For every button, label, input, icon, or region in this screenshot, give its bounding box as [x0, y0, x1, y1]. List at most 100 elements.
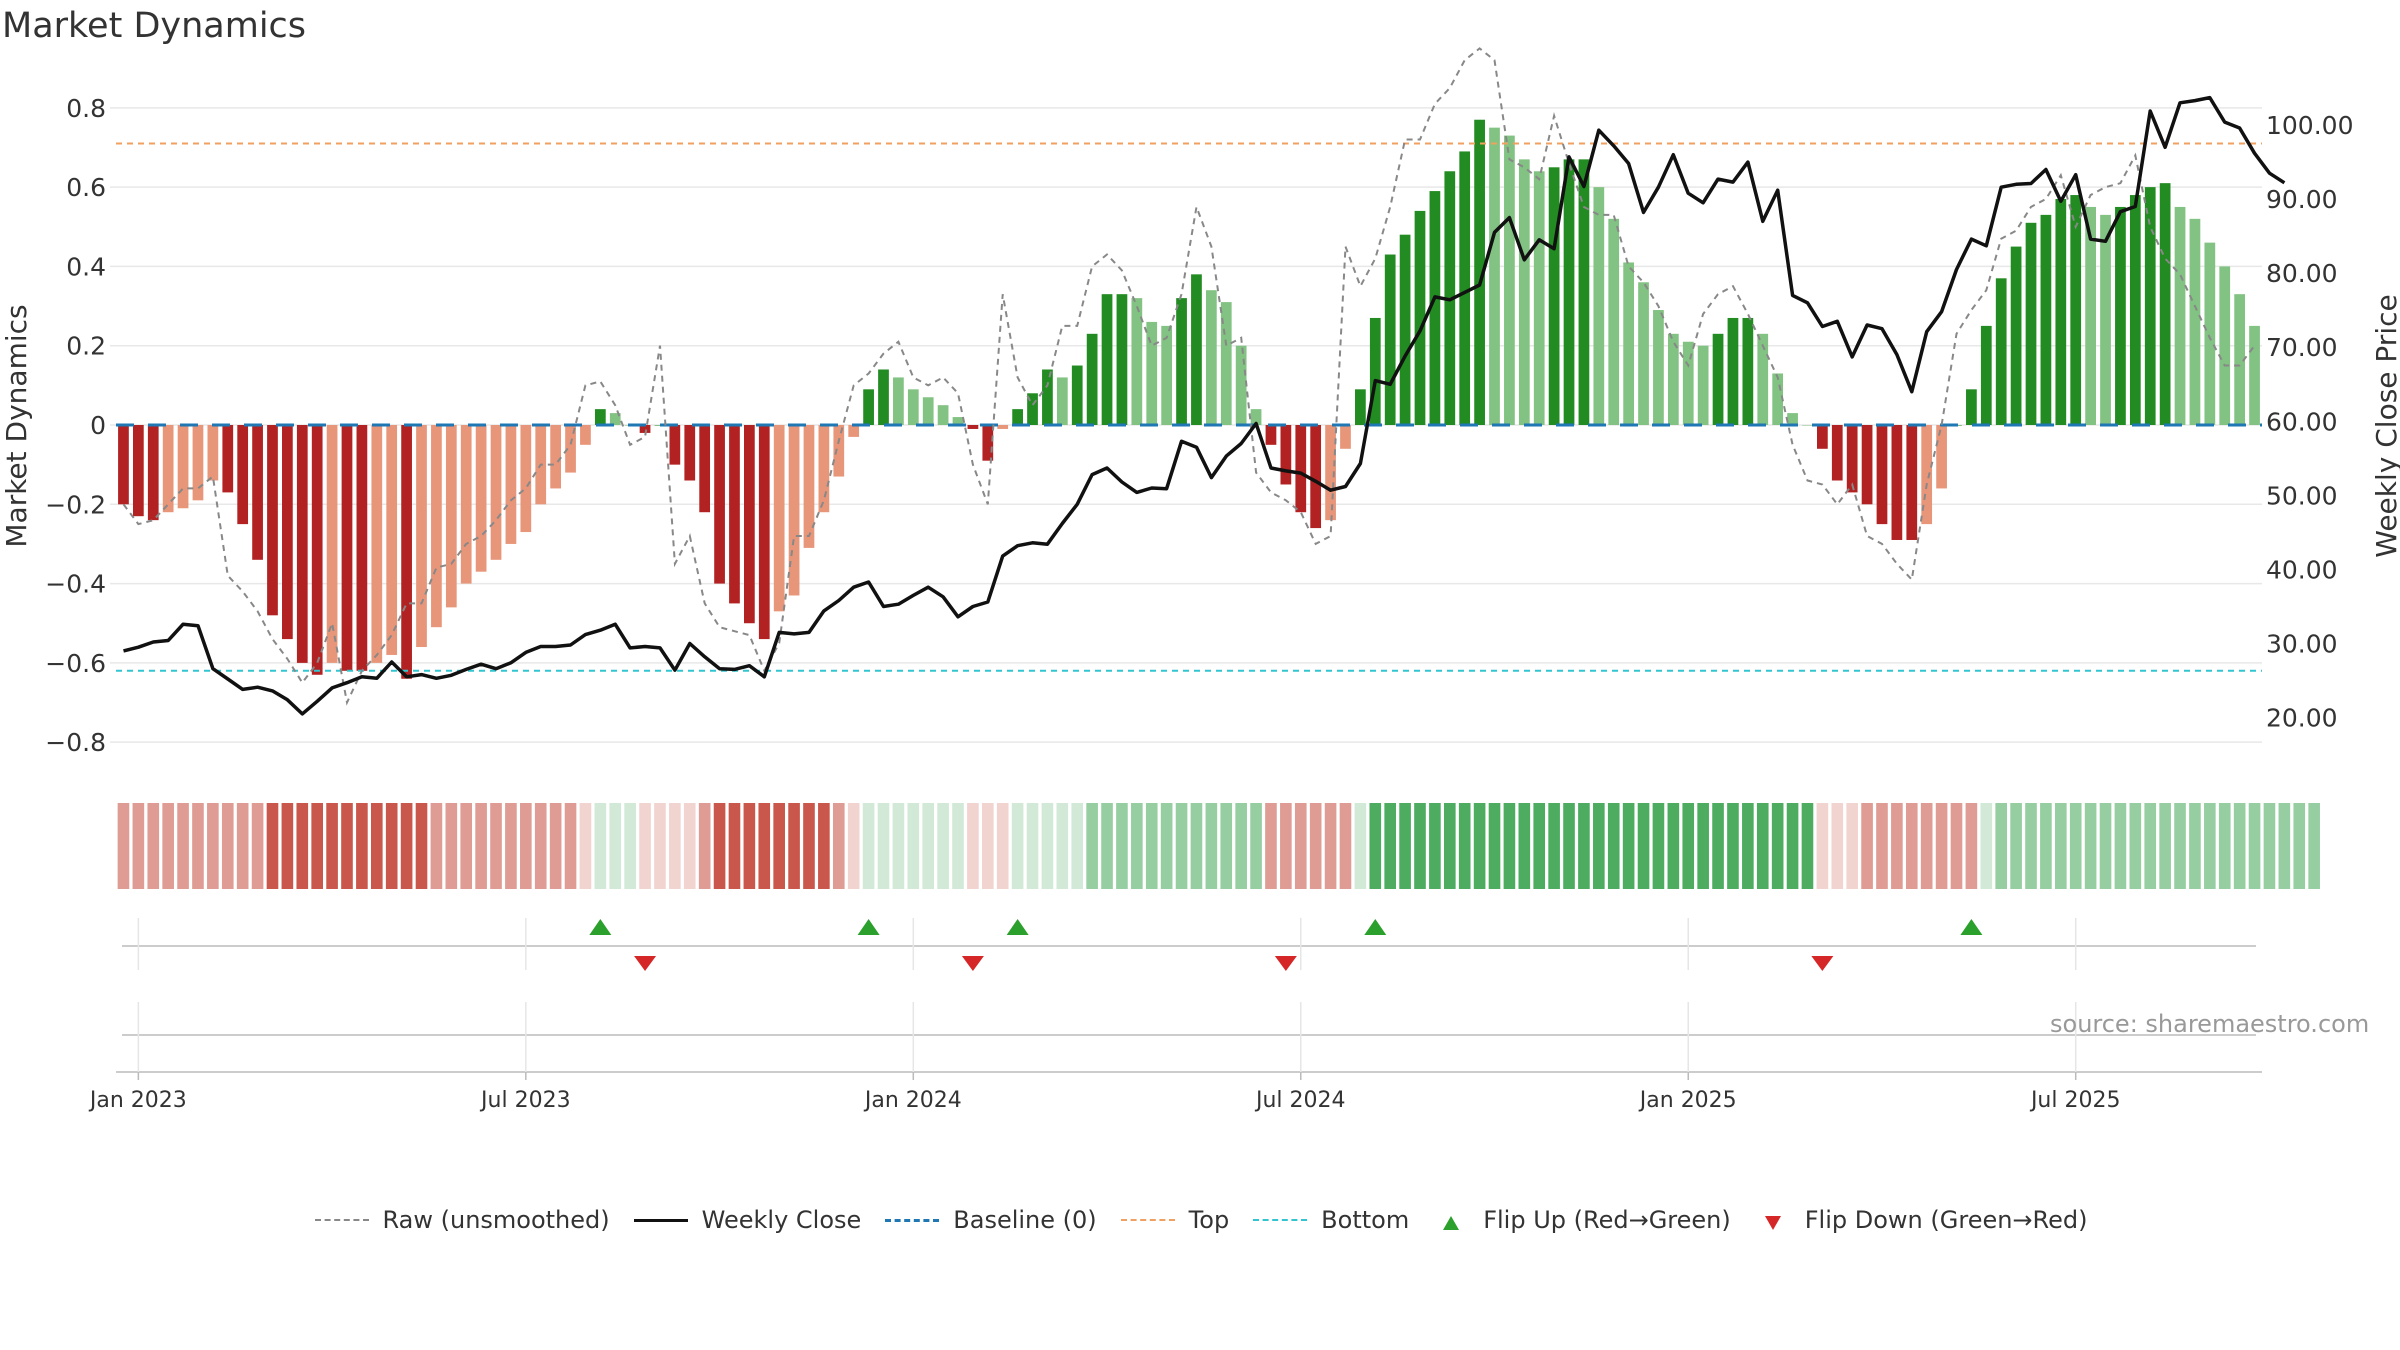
dynamics-bar — [893, 377, 904, 425]
dynamics-bar — [1966, 389, 1977, 425]
regime-cell — [207, 803, 219, 889]
dynamics-bar — [2144, 187, 2156, 425]
dynamics-bar — [1384, 254, 1396, 425]
regime-cell — [937, 803, 949, 889]
dynamics-bar — [1399, 234, 1411, 425]
regime-cell — [1786, 803, 1799, 889]
dynamics-bar — [1861, 425, 1873, 505]
dynamics-bar — [714, 425, 725, 584]
regime-cell — [1905, 803, 1918, 889]
flip-up-marker — [589, 919, 612, 935]
legend-raw-swatch — [313, 1210, 371, 1230]
dynamics-bar — [833, 425, 845, 477]
dynamics-bar — [282, 425, 293, 640]
regime-cell — [1682, 803, 1695, 889]
dynamics-bar — [609, 413, 621, 425]
regime-cell — [713, 803, 726, 889]
dynamics-bar — [2010, 246, 2022, 425]
dynamics-bar — [2100, 214, 2111, 425]
dynamics-bar — [2249, 325, 2260, 425]
dynamics-bar — [2085, 206, 2096, 425]
regime-cell — [445, 803, 458, 889]
dynamics-bar — [878, 369, 889, 425]
regime-cell — [1011, 803, 1024, 889]
dynamics-bar — [580, 425, 591, 445]
regime-cell — [2204, 803, 2216, 889]
regime-cell — [564, 803, 577, 889]
legend: Raw (unsmoothed) Weekly Close Baseline (… — [0, 1200, 2400, 1240]
dynamics-bar — [1980, 325, 1992, 425]
regime-cell — [1429, 803, 1441, 889]
regime-cell — [1607, 803, 1620, 889]
dynamics-bar — [1086, 333, 1098, 425]
regime-cell — [1026, 803, 1039, 889]
regime-cell — [773, 803, 785, 889]
regime-cell — [2159, 803, 2171, 889]
dynamics-bar — [1176, 298, 1187, 425]
dynamics-bar — [1474, 119, 1485, 425]
dynamics-bar — [296, 425, 308, 663]
dynamics-bar — [147, 425, 159, 521]
regime-cell — [1488, 803, 1501, 889]
regime-cell — [1131, 803, 1143, 889]
y-axis-label: Market Dynamics — [0, 304, 33, 547]
dynamics-bar — [1638, 282, 1649, 425]
dynamics-bar — [1131, 298, 1143, 425]
regime-cell — [1458, 803, 1471, 889]
regime-cell — [639, 803, 651, 889]
legend-flip-down-icon — [1753, 1210, 1793, 1230]
regime-cell — [356, 803, 368, 889]
dynamics-bar — [684, 425, 696, 481]
dynamics-bar — [565, 425, 576, 473]
regime-cell — [370, 803, 383, 889]
dynamics-bar — [431, 425, 442, 628]
regime-cell — [2174, 803, 2186, 889]
dynamics-bar — [460, 425, 472, 584]
y2-tick-label: 70.00 — [2266, 333, 2338, 362]
weekly-close-line — [123, 95, 2286, 716]
regime-cell — [1652, 803, 1665, 889]
legend-top: Top — [1119, 1206, 1229, 1234]
y-tick-label: −0.8 — [45, 728, 106, 757]
flip-down-marker — [634, 956, 657, 971]
regime-cell — [1041, 803, 1054, 889]
dynamics-bar — [1056, 377, 1068, 425]
regime-cell — [1622, 803, 1635, 889]
regime-cell — [1533, 803, 1546, 889]
y2-tick-label: 30.00 — [2266, 629, 2338, 658]
dynamics-bar — [654, 425, 666, 426]
dynamics-bar — [863, 389, 874, 425]
dynamics-bar — [1712, 333, 1724, 425]
raw-line — [122, 47, 2256, 706]
regime-cell — [832, 803, 845, 889]
dynamics-bar — [2159, 183, 2171, 425]
y2-tick-label: 80.00 — [2266, 259, 2338, 288]
dynamics-bar — [445, 425, 457, 608]
regime-cell — [1667, 803, 1680, 889]
regime-cell — [1414, 803, 1426, 889]
dynamics-bar — [669, 425, 681, 465]
regime-cell — [1280, 803, 1292, 889]
regime-cell — [1399, 803, 1411, 889]
dynamics-bar — [1653, 310, 1664, 425]
dynamics-bar — [1191, 274, 1202, 425]
regime-cell — [2010, 803, 2022, 889]
dynamics-bar — [2129, 195, 2141, 425]
dynamics-bar — [1265, 425, 1277, 445]
dynamics-bar — [907, 389, 919, 425]
dynamics-bar — [1831, 425, 1843, 481]
dynamics-bar — [982, 425, 994, 461]
y2-tick-label: 60.00 — [2266, 407, 2338, 436]
regime-cell — [1101, 803, 1113, 889]
dynamics-bar — [416, 425, 427, 648]
regime-cell — [952, 803, 964, 889]
x-tick-label: Jul 2024 — [1254, 1088, 1346, 1113]
legend-top-swatch — [1119, 1210, 1177, 1230]
dynamics-bar — [1846, 425, 1858, 493]
regime-cell — [475, 803, 487, 889]
regime-cell — [147, 803, 160, 889]
regime-cell — [1235, 803, 1247, 889]
dynamics-bar — [1459, 151, 1471, 425]
regime-cell — [1369, 803, 1382, 889]
dynamics-bar — [967, 425, 979, 429]
